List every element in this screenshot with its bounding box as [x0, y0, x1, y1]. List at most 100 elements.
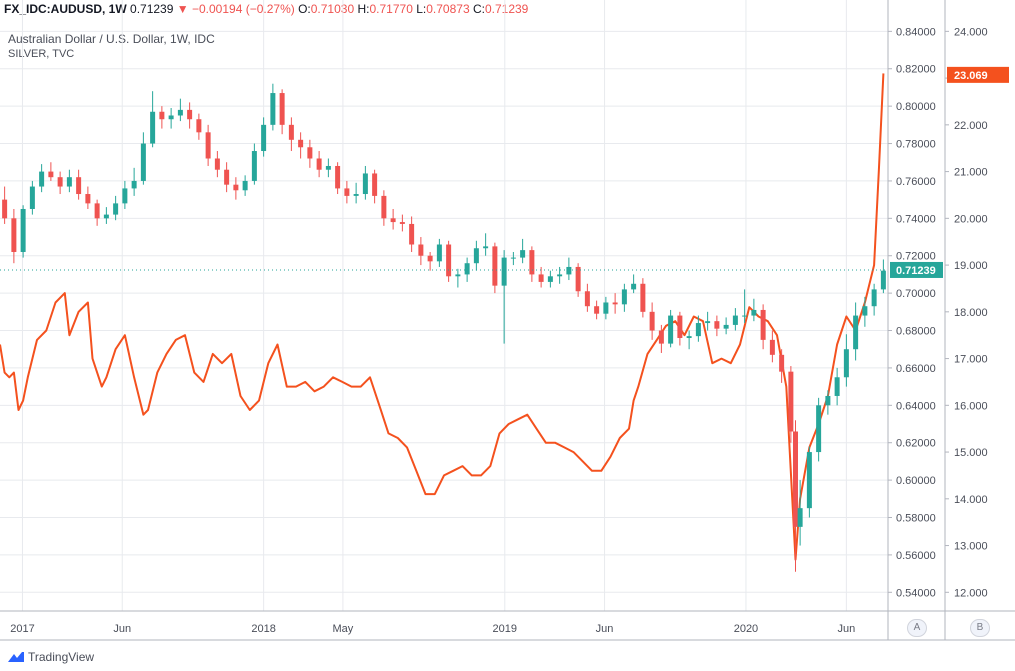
last-price-badge-text: 0.71239: [896, 265, 936, 277]
axis-a-tick-label: 0.68000: [896, 326, 936, 338]
candle-body: [131, 180, 137, 189]
candle-body: [520, 250, 526, 258]
candle-body: [668, 315, 674, 344]
candle-body: [242, 180, 248, 191]
x-axis-tick-label: 2017: [10, 623, 34, 635]
candle-body: [187, 109, 193, 120]
overlay-series-legend[interactable]: SILVER, TVC: [8, 48, 75, 60]
candle-body: [695, 323, 701, 337]
candle-body: [418, 244, 424, 256]
brand-name: TradingView: [28, 650, 95, 664]
x-axis-tick-label: May: [333, 623, 354, 635]
axis-b-tick-label: 16.000: [954, 400, 988, 412]
candle-body: [584, 291, 590, 307]
candle-body: [788, 371, 794, 432]
candle-body: [307, 147, 313, 159]
chart-axes: 0.84000 0.82000 0.80000 0.78000 0.76000 0.740…: [0, 0, 1015, 641]
candle-body: [103, 214, 109, 219]
axis-a-tick-label: 0.72000: [896, 251, 936, 263]
candle-body: [834, 377, 840, 396]
x-axis-tick-label: Jun: [596, 623, 614, 635]
chart-grid: [0, 0, 888, 611]
candle-body: [344, 188, 350, 196]
candle-body: [261, 124, 267, 152]
candle-body: [742, 315, 748, 317]
silver-price-badge-text: 23.069: [954, 70, 988, 82]
axis-b-tick-label: 24.000: [954, 26, 988, 38]
candle-body: [575, 266, 581, 292]
candle-body: [288, 124, 294, 140]
axis-b-tick-label: 20.000: [954, 213, 988, 225]
candle-body: [760, 309, 766, 340]
axis-b-tick-label: 21.000: [954, 167, 988, 179]
axis-a-tick-label: 0.56000: [896, 550, 936, 562]
price-labels: 0.71239 23.069: [0, 66, 1009, 278]
candle-body: [76, 177, 82, 195]
candle-body: [298, 139, 304, 148]
candle-body: [779, 354, 785, 372]
high-label: H:: [357, 2, 370, 16]
candle-body: [566, 266, 572, 275]
candle-body: [353, 194, 359, 196]
axis-b-button[interactable]: B: [970, 619, 990, 637]
axis-b-tick-label: 15.000: [954, 447, 988, 459]
candle-body: [20, 208, 26, 252]
candle-body: [612, 302, 618, 305]
candle-body: [853, 315, 859, 350]
candle-body: [427, 255, 433, 262]
candle-body: [751, 309, 757, 316]
candle-body: [140, 143, 146, 181]
candle-body: [399, 222, 405, 224]
candle-body: [168, 115, 174, 120]
candle-body: [501, 257, 507, 286]
down-arrow-icon: ▼: [176, 2, 189, 16]
candle-body: [11, 218, 17, 252]
candle-body: [362, 173, 368, 195]
close-value: 0.71239: [484, 2, 529, 16]
candle-body: [66, 177, 72, 187]
high-value: 0.71770: [369, 2, 413, 16]
candle-body: [279, 93, 285, 125]
silver-line: [0, 73, 885, 561]
candle-body: [547, 276, 553, 282]
candle-body: [48, 171, 54, 178]
candle-body: [825, 395, 831, 406]
candle-body: [464, 263, 470, 275]
candle-body: [436, 244, 442, 262]
candle-body: [510, 257, 516, 259]
candle-body: [224, 169, 230, 185]
axis-a-button[interactable]: A: [907, 619, 927, 637]
axis-b-tick-label: 22.000: [954, 120, 988, 132]
last-price-badge: [890, 261, 943, 278]
main-series-legend[interactable]: Australian Dollar / U.S. Dollar, 1W, IDC: [8, 32, 215, 46]
candle-body: [150, 111, 156, 144]
candle-body: [714, 321, 720, 329]
candle-body: [723, 324, 729, 329]
axis-a-tick-label: 0.66000: [896, 363, 936, 375]
audusd-candles: [2, 83, 886, 572]
candle-body: [455, 274, 461, 277]
candle-body: [649, 311, 655, 331]
candle-body: [214, 158, 220, 170]
axis-a-tick-label: 0.58000: [896, 513, 936, 525]
candle-body: [473, 248, 479, 264]
candle-body: [251, 151, 257, 181]
tradingview-brand[interactable]: TradingView: [8, 650, 94, 664]
candle-body: [196, 119, 202, 133]
candle-body: [233, 184, 239, 191]
last-price: 0.71239: [130, 2, 174, 16]
axis-b-tick-label: 12.000: [954, 587, 988, 599]
candle-body: [677, 315, 683, 339]
candle-body: [705, 321, 711, 324]
axis-a-tick-label: 0.78000: [896, 139, 936, 151]
candle-body: [603, 302, 609, 314]
candle-body: [390, 218, 396, 223]
candle-body: [686, 336, 692, 339]
axis-b-tick-label: 19.000: [954, 260, 988, 272]
candle-body: [85, 194, 91, 204]
candle-body: [39, 171, 45, 187]
axis-a-tick-label: 0.62000: [896, 438, 936, 450]
axis-b-tick-label: 17.000: [954, 354, 988, 366]
silver-series: [0, 73, 885, 561]
